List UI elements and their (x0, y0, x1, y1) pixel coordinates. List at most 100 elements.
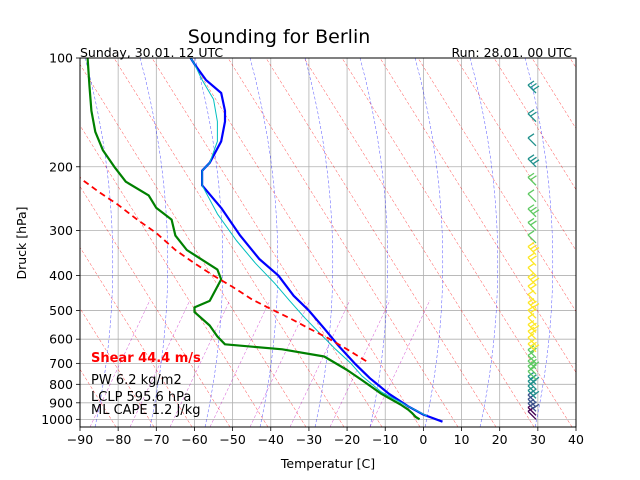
y-tick-label: 700 (49, 356, 73, 371)
cape-annotation: ML CAPE 1.2 J/kg (91, 403, 201, 418)
x-tick-label: 20 (492, 432, 508, 447)
wind-barb-staff (527, 317, 537, 326)
wind-barb-staff (527, 137, 537, 147)
wind-barb-staff (527, 193, 537, 203)
wind-barb-staff (527, 246, 537, 256)
wind-barb-flag (527, 333, 535, 339)
wind-barb-staff (527, 389, 537, 399)
pw-annotation: PW 6.2 kg/m2 (91, 373, 182, 388)
wind-barb-staff (527, 309, 537, 319)
wind-barb-staff (527, 84, 537, 94)
y-tick-label: 500 (49, 303, 73, 318)
mixing-ratio-line (369, 299, 431, 427)
y-tick-label: 100 (49, 51, 73, 66)
dry-adiabat-line (379, 58, 576, 373)
wind-barb-flag (530, 82, 537, 89)
wind-barb-staff (527, 337, 537, 347)
mixing-ratio-line (89, 299, 151, 427)
valid-time-label: Sunday, 30.01. 12 UTC (80, 45, 223, 60)
wind-barb-flag (530, 341, 537, 347)
x-tick-label: 40 (568, 432, 584, 447)
mixing-ratio-line (289, 299, 351, 427)
moist-adiabat-line (359, 58, 389, 427)
wind-barb-flag (527, 204, 535, 210)
dry-adiabat-line (80, 124, 269, 427)
wind-barb-staff (527, 349, 537, 359)
wind-barb-flag (530, 322, 537, 328)
wind-barb-flag (530, 275, 537, 281)
y-tick-label: 300 (49, 223, 73, 238)
wind-barb-staff (527, 402, 537, 412)
wind-barb-flag (527, 326, 535, 332)
wind-barb-staff (527, 221, 537, 231)
parcel-line (80, 177, 367, 362)
wind-barb-flag (530, 220, 537, 226)
x-tick-label: −90 (67, 432, 93, 447)
mixing-ratio-line (169, 299, 231, 427)
wind-barb (527, 272, 540, 286)
wind-barb-staff (527, 365, 537, 375)
wind-barb (527, 154, 540, 168)
wind-barb (527, 242, 540, 256)
wind-barb-staff (527, 410, 537, 420)
wind-barb-flag (532, 247, 540, 253)
wind-barb-staff (527, 158, 537, 168)
x-tick-label: −20 (334, 432, 360, 447)
wind-barb-flag (527, 252, 535, 258)
wind-barb-staff (527, 302, 537, 312)
wind-barb (527, 80, 540, 94)
dry-adiabat-line (80, 246, 193, 427)
dewpoint-line (86, 58, 421, 421)
wind-barb-flag (530, 255, 537, 261)
wind-barb-flag (532, 344, 540, 350)
wind-barb-flag (527, 217, 535, 223)
wind-barb-flag (527, 133, 535, 139)
background-adiabats (80, 58, 576, 427)
wind-barb (527, 204, 540, 218)
wind-barb (527, 172, 537, 186)
wind-barb-flag (532, 209, 540, 215)
mixing-ratio-line (329, 299, 391, 427)
wind-barb-flag (530, 156, 537, 162)
wind-barb-flag (527, 263, 535, 269)
dry-adiabat-line (80, 185, 231, 427)
x-tick-label: −60 (181, 432, 207, 447)
dry-adiabat-line (189, 58, 421, 427)
moist-adiabat-line (249, 58, 279, 427)
mixing-ratio-line (249, 299, 311, 427)
dry-adiabat-line (493, 58, 576, 191)
wind-barb-staff (527, 324, 537, 333)
wind-barb-flag (527, 272, 535, 278)
x-tick-label: 30 (530, 432, 546, 447)
wind-barb-flag (532, 277, 540, 283)
series-layer (80, 58, 443, 423)
wind-barb-staff (527, 285, 537, 295)
y-tick-label: 900 (49, 395, 73, 410)
wind-barb-flag (527, 319, 535, 326)
wind-barb (527, 345, 537, 359)
y-axis-label: Druck [hPa] (14, 206, 29, 279)
wind-barb-flag (530, 206, 537, 212)
x-tick-label: −80 (105, 432, 131, 447)
dry-adiabat-line (80, 63, 307, 427)
dry-adiabat-line (303, 58, 535, 427)
moist-adiabat-line (194, 58, 224, 427)
wind-barb-flag (527, 172, 535, 178)
wind-barb-flag (527, 189, 535, 195)
run-label: Run: 28.01. 00 UTC (451, 45, 572, 60)
chart-title: Sounding for Berlin (188, 26, 371, 48)
x-tick-label: −70 (143, 432, 169, 447)
wind-barb-flag (532, 324, 540, 331)
wind-barb (527, 252, 537, 266)
wind-barb-flag (527, 230, 535, 236)
moist-adiabat-line (524, 58, 554, 427)
y-tick-label: 1000 (41, 412, 73, 427)
wind-barb-staff (527, 343, 537, 353)
wind-barb (527, 333, 537, 347)
mixing-ratio-line (209, 299, 271, 427)
moist-adiabat-line (414, 58, 444, 427)
wind-barb-flag (527, 109, 535, 115)
wind-barb-flag (527, 80, 535, 86)
y-tick-label: 600 (49, 332, 73, 347)
